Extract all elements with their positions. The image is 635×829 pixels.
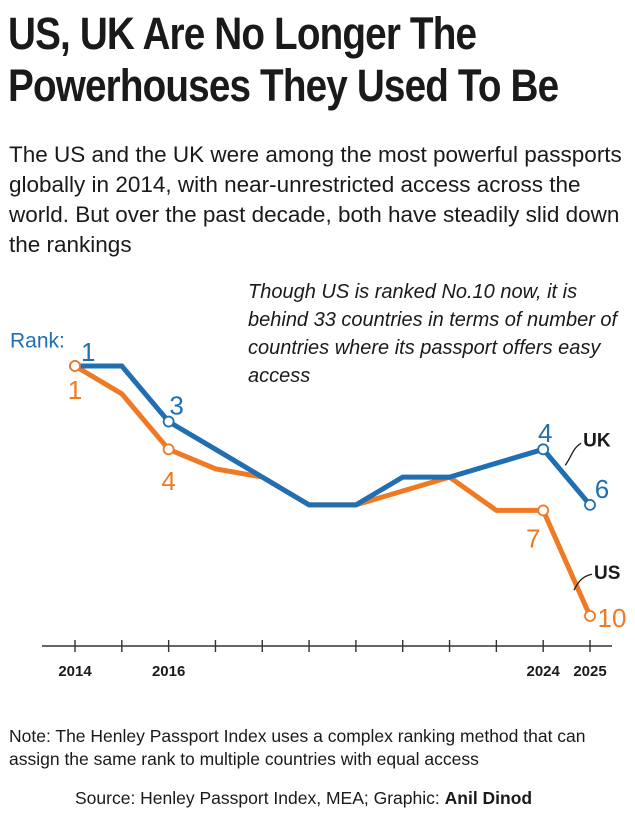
chart-subtitle: The US and the UK were among the most po… <box>9 142 622 257</box>
us-value-label-2025: 10 <box>598 603 627 633</box>
us-value-label-2014: 1 <box>68 375 82 405</box>
uk-marker-2016 <box>162 415 175 428</box>
chart-annotation: Though US is ranked No.10 now, it is beh… <box>248 281 618 387</box>
title-line-2: Powerhouses They Used To Be <box>8 60 559 111</box>
us-leader-line <box>573 573 593 591</box>
passport-rank-chart: 2014 2016 2024 2025 1 3 4 6 1 4 7 10 Rank: UK US <box>10 330 627 680</box>
uk-value-label-2016: 3 <box>169 390 183 420</box>
methodology-note: Note: The Henley Passport Index uses a c… <box>9 726 586 769</box>
x-tick-label-2016: 2016 <box>152 663 185 680</box>
source-text: Source: Henley Passport Index, MEA; Grap… <box>75 788 445 808</box>
uk-marker-2025 <box>584 498 596 511</box>
x-tick-label-2025: 2025 <box>573 663 606 680</box>
x-tick-label-2014: 2014 <box>58 663 92 680</box>
graphic-artist: Anil Dinod <box>444 788 533 808</box>
title-line-1: US, UK Are No Longer The <box>8 8 477 59</box>
us-marker-2024 <box>537 504 550 517</box>
uk-value-label-2025: 6 <box>595 474 609 504</box>
us-marker-2016 <box>162 443 175 456</box>
uk-series-label: UK <box>583 430 611 451</box>
uk-value-label-2014: 1 <box>81 337 95 367</box>
uk-value-label-2024: 4 <box>538 418 552 448</box>
x-tick-label-2024: 2024 <box>526 663 560 680</box>
us-value-label-2024: 7 <box>526 523 540 553</box>
uk-leader-line <box>564 442 582 466</box>
uk-marker-2024 <box>537 443 550 456</box>
rank-prefix-label: Rank: <box>10 330 65 353</box>
series-line-uk <box>75 363 592 508</box>
us-marker-2014 <box>69 360 81 372</box>
us-value-label-2016: 4 <box>161 466 175 496</box>
source-credit: Source: Henley Passport Index, MEA; Grap… <box>75 786 532 810</box>
us-series-label: US <box>594 563 620 584</box>
chart-title: US, UK Are No Longer The Powerhouses The… <box>8 8 559 112</box>
us-marker-2025 <box>584 610 596 622</box>
